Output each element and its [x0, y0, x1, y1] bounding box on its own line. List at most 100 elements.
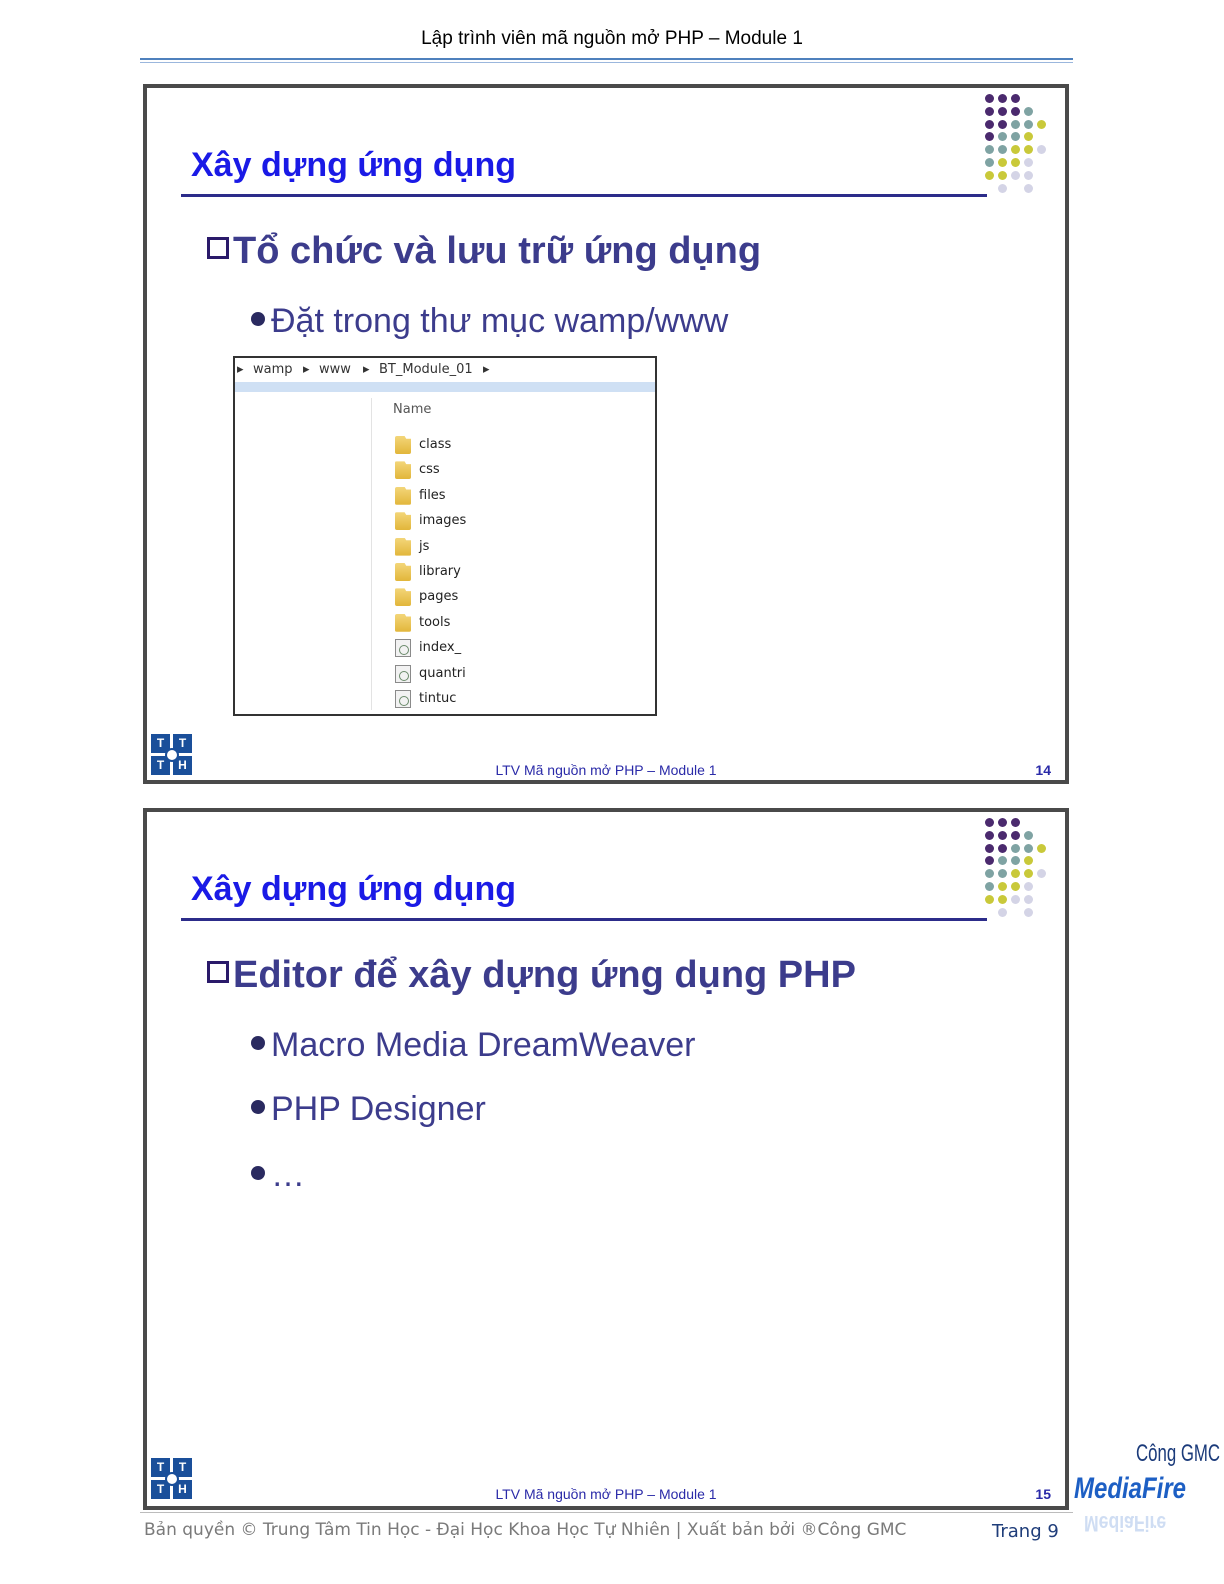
- tth-logo: T T T H: [151, 1458, 193, 1500]
- logo-letter: H: [173, 756, 192, 775]
- decorative-dot: [985, 869, 994, 879]
- pane-divider: [371, 398, 372, 710]
- decorative-dot: [998, 830, 1007, 840]
- square-bullet-icon: [207, 237, 229, 259]
- decorative-dot: [998, 158, 1007, 167]
- decorative-dot: [998, 869, 1007, 879]
- decorative-dot: [1011, 830, 1020, 840]
- tth-logo: T T T H: [151, 734, 193, 776]
- bullet-item: Đặt trong thư mục wamp/www: [251, 302, 728, 341]
- decorative-dot: [1011, 894, 1020, 904]
- decorative-dot: [998, 907, 1007, 917]
- logo-ring: [165, 1472, 179, 1486]
- decorative-dot: [1024, 132, 1033, 142]
- php-file-icon: [395, 690, 411, 708]
- decorative-dot: [998, 882, 1007, 891]
- folder-icon: [395, 461, 411, 480]
- decorative-dot: [1037, 843, 1046, 853]
- bullet-text: Macro Media DreamWeaver: [271, 1026, 696, 1064]
- column-header-name: Name: [393, 402, 432, 417]
- watermark-line1: Công GMC: [1136, 1440, 1221, 1467]
- folder-icon: [395, 613, 411, 632]
- footer-rule: [140, 1512, 1073, 1513]
- item-label: js: [419, 538, 430, 554]
- decorative-dot: [1011, 170, 1020, 180]
- decorative-dot: [1011, 818, 1020, 827]
- bullet-text: Đặt trong thư mục wamp/www: [271, 302, 729, 340]
- decorative-dot: [1024, 170, 1033, 180]
- decorative-dot: [1024, 856, 1033, 866]
- item-label: class: [419, 437, 452, 452]
- slide-footer: LTV Mã nguồn mở PHP – Module 1: [495, 1486, 717, 1502]
- round-bullet-icon: [251, 1166, 265, 1180]
- watermark-line2: MediaFire: [1074, 1472, 1187, 1505]
- decorative-dot: [998, 119, 1007, 129]
- header-rule-thin: [140, 62, 1073, 63]
- slide-number: 15: [1035, 1486, 1051, 1502]
- decorative-dot: [1011, 869, 1020, 879]
- php-file-icon: [395, 639, 411, 658]
- decorative-dot: [1024, 843, 1033, 853]
- folder-icon: [395, 486, 411, 505]
- decorative-dot: [985, 119, 994, 129]
- round-bullet-icon: [251, 1036, 265, 1050]
- logo-letter: T: [151, 1480, 170, 1499]
- decorative-dot: [1024, 158, 1033, 167]
- decorative-dot: [985, 830, 994, 840]
- breadcrumb-item: BT_Module_01: [379, 362, 473, 377]
- decorative-dot: [1011, 856, 1020, 866]
- breadcrumb-item: wamp: [253, 362, 293, 377]
- decorative-dot: [985, 145, 994, 155]
- bullet-item: …: [251, 1156, 305, 1195]
- decorative-dot: [985, 106, 994, 116]
- decorative-dot: [985, 856, 994, 866]
- decorative-dot: [998, 843, 1007, 853]
- folder-icon: [395, 537, 411, 556]
- slide-number: 14: [1035, 762, 1051, 778]
- decorative-dot: [998, 183, 1007, 193]
- bullet-text: PHP Designer: [271, 1090, 486, 1128]
- folder-icon: [395, 563, 411, 581]
- decorative-dot: [985, 94, 994, 103]
- decorative-dot: [998, 856, 1007, 866]
- logo-letter: T: [151, 734, 170, 753]
- logo-letter: T: [173, 1458, 192, 1477]
- heading-text: Tổ chức và lưu trữ ứng dụng: [233, 230, 762, 272]
- decorative-dot: [998, 145, 1007, 155]
- decorative-dot: [1024, 183, 1033, 193]
- round-bullet-icon: [251, 1100, 265, 1114]
- folder-icon: [395, 436, 411, 454]
- decorative-dot: [985, 882, 994, 891]
- decorative-dot: [1011, 94, 1020, 103]
- mediafire-watermark-logo: Công GMC MediaFire MediaFire: [1074, 1440, 1220, 1550]
- decorative-dot: [1011, 106, 1020, 116]
- bullet-item: Macro Media DreamWeaver: [251, 1026, 696, 1065]
- decorative-dot: [1037, 119, 1046, 129]
- decorative-dot: [1011, 843, 1020, 853]
- folder-icon: [395, 512, 411, 531]
- logo-letter: T: [173, 734, 192, 753]
- decorative-dot: [1024, 894, 1033, 904]
- decorative-dot: [1024, 830, 1033, 840]
- php-file-icon: [395, 664, 411, 683]
- item-label: library: [419, 564, 461, 579]
- decorative-dot: [1024, 106, 1033, 116]
- decorative-dots: [985, 818, 1053, 918]
- slide-title: Xây dựng ứng dụng: [191, 870, 516, 908]
- logo-letter: T: [151, 756, 170, 775]
- decorative-dot: [1024, 145, 1033, 155]
- decorative-dot: [985, 843, 994, 853]
- item-label: images: [419, 513, 467, 529]
- decorative-dot: [985, 818, 994, 827]
- watermark-reflection: MediaFire: [1084, 1511, 1167, 1536]
- heading-text: Editor để xây dựng ứng dụng PHP: [233, 954, 856, 996]
- decorative-dot: [998, 170, 1007, 180]
- decorative-dot: [1011, 158, 1020, 167]
- item-label: pages: [419, 589, 459, 605]
- item-label: files: [419, 487, 446, 503]
- slide-heading: Editor để xây dựng ứng dụng PHP: [207, 954, 856, 997]
- decorative-dot: [985, 158, 994, 167]
- bullet-item: PHP Designer: [251, 1090, 486, 1129]
- decorative-dot: [1011, 119, 1020, 129]
- decorative-dot: [1024, 869, 1033, 879]
